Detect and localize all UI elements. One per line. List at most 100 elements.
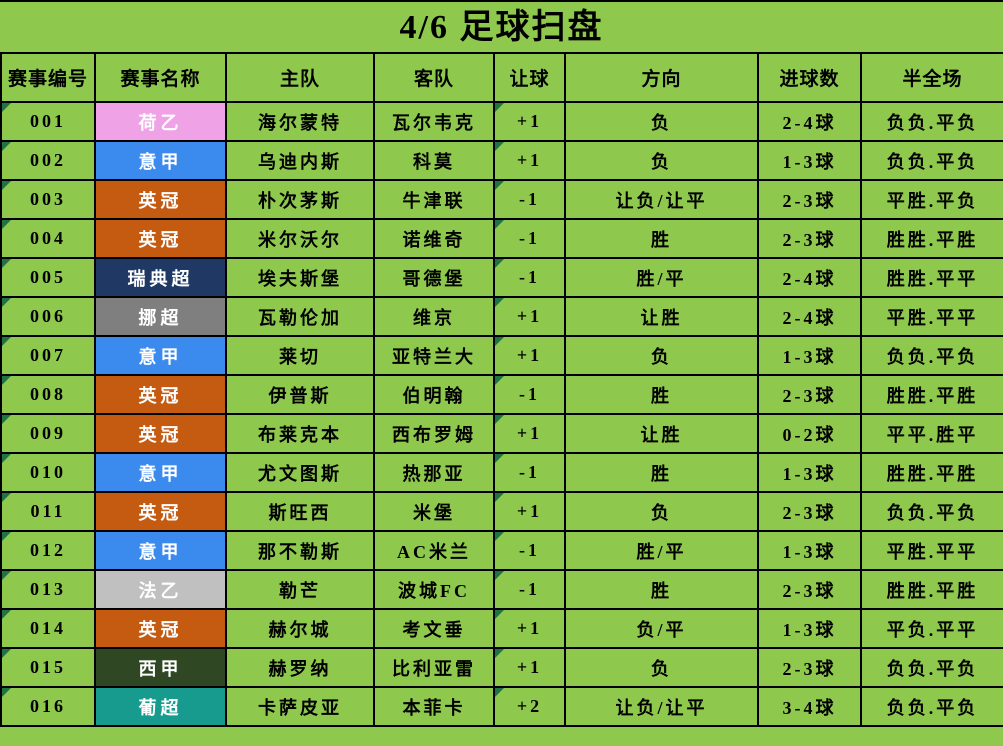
match-id: 016 [0, 686, 96, 727]
away-team: 科莫 [373, 140, 495, 181]
col-header-home-team: 主队 [225, 52, 375, 103]
match-id-text: 014 [30, 618, 66, 638]
match-id: 001 [0, 101, 96, 142]
league-badge: 英冠 [97, 416, 224, 451]
home-team: 布莱克本 [225, 413, 375, 454]
league-cell: 意甲 [94, 140, 227, 181]
away-team: 维京 [373, 296, 495, 337]
league-cell: 英冠 [94, 218, 227, 259]
league-cell: 西甲 [94, 647, 227, 688]
half-full: 胜胜.平胜 [860, 374, 1003, 415]
match-id-text: 009 [30, 423, 66, 443]
league-badge: 意甲 [97, 533, 224, 568]
table-row: 007 意甲 莱切 亚特兰大 +1 负 1-3球 负负.平负 [0, 335, 1003, 376]
half-full: 负负.平负 [860, 140, 1003, 181]
corner-marker-icon [496, 494, 504, 502]
home-team: 米尔沃尔 [225, 218, 375, 259]
league-badge: 挪超 [97, 299, 224, 334]
match-id: 013 [0, 569, 96, 610]
corner-marker-icon [3, 494, 11, 502]
away-team: 诺维奇 [373, 218, 495, 259]
handicap: -1 [493, 530, 566, 571]
table-row: 012 意甲 那不勒斯 AC米兰 -1 胜/平 1-3球 平胜.平平 [0, 530, 1003, 571]
half-full: 负负.平负 [860, 101, 1003, 142]
match-id-text: 001 [30, 111, 66, 131]
goals: 2-4球 [757, 296, 862, 337]
corner-marker-icon [3, 221, 11, 229]
home-team: 海尔蒙特 [225, 101, 375, 142]
league-cell: 葡超 [94, 686, 227, 727]
home-team: 勒芒 [225, 569, 375, 610]
corner-marker-icon [3, 104, 11, 112]
home-team: 尤文图斯 [225, 452, 375, 493]
corner-marker-icon [496, 299, 504, 307]
table-row: 013 法乙 勒芒 波城FC -1 胜 2-3球 胜胜.平胜 [0, 569, 1003, 610]
goals: 2-3球 [757, 179, 862, 220]
goals: 0-2球 [757, 413, 862, 454]
handicap-text: +2 [516, 696, 543, 716]
half-full: 胜胜.平平 [860, 257, 1003, 298]
col-header-direction: 方向 [564, 52, 759, 103]
table-row: 004 英冠 米尔沃尔 诺维奇 -1 胜 2-3球 胜胜.平胜 [0, 218, 1003, 259]
direction: 负 [564, 647, 759, 688]
handicap-text: +1 [516, 150, 543, 170]
direction: 负 [564, 101, 759, 142]
handicap: +1 [493, 608, 566, 649]
direction: 负/平 [564, 608, 759, 649]
handicap: -1 [493, 179, 566, 220]
handicap-text: -1 [519, 540, 540, 560]
home-team: 埃夫斯堡 [225, 257, 375, 298]
handicap-text: -1 [519, 267, 540, 287]
handicap-text: +1 [516, 111, 543, 131]
half-full: 平胜.平平 [860, 296, 1003, 337]
league-cell: 英冠 [94, 179, 227, 220]
half-full: 胜胜.平胜 [860, 218, 1003, 259]
away-team: 亚特兰大 [373, 335, 495, 376]
corner-marker-icon [496, 611, 504, 619]
handicap: +1 [493, 491, 566, 532]
match-id: 010 [0, 452, 96, 493]
col-header-half-full: 半全场 [860, 52, 1003, 103]
half-full: 平胜.平负 [860, 179, 1003, 220]
handicap-text: +1 [516, 618, 543, 638]
match-id-text: 004 [30, 228, 66, 248]
corner-marker-icon [3, 611, 11, 619]
match-id: 005 [0, 257, 96, 298]
match-id-text: 008 [30, 384, 66, 404]
goals: 1-3球 [757, 140, 862, 181]
match-id: 014 [0, 608, 96, 649]
direction: 让胜 [564, 296, 759, 337]
corner-marker-icon [496, 533, 504, 541]
half-full: 平平.胜平 [860, 413, 1003, 454]
half-full: 胜胜.平胜 [860, 569, 1003, 610]
goals: 2-4球 [757, 101, 862, 142]
home-team: 乌迪内斯 [225, 140, 375, 181]
corner-marker-icon [3, 377, 11, 385]
away-team: 热那亚 [373, 452, 495, 493]
half-full: 负负.平负 [860, 686, 1003, 727]
league-badge: 意甲 [97, 338, 224, 373]
handicap: +1 [493, 647, 566, 688]
col-header-match-id: 赛事编号 [0, 52, 96, 103]
away-team: 比利亚雷 [373, 647, 495, 688]
direction: 胜 [564, 452, 759, 493]
league-badge: 英冠 [97, 494, 224, 529]
corner-marker-icon [3, 143, 11, 151]
corner-marker-icon [3, 572, 11, 580]
half-full: 平胜.平平 [860, 530, 1003, 571]
league-cell: 挪超 [94, 296, 227, 337]
league-badge: 瑞典超 [97, 260, 224, 295]
match-id: 011 [0, 491, 96, 532]
direction: 让负/让平 [564, 179, 759, 220]
corner-marker-icon [496, 455, 504, 463]
corner-marker-icon [496, 260, 504, 268]
away-team: 牛津联 [373, 179, 495, 220]
match-id-text: 002 [30, 150, 66, 170]
table-row: 009 英冠 布莱克本 西布罗姆 +1 让胜 0-2球 平平.胜平 [0, 413, 1003, 454]
corner-marker-icon [496, 416, 504, 424]
league-cell: 英冠 [94, 491, 227, 532]
league-badge: 英冠 [97, 182, 224, 217]
away-team: 哥德堡 [373, 257, 495, 298]
half-full: 负负.平负 [860, 491, 1003, 532]
home-team: 那不勒斯 [225, 530, 375, 571]
